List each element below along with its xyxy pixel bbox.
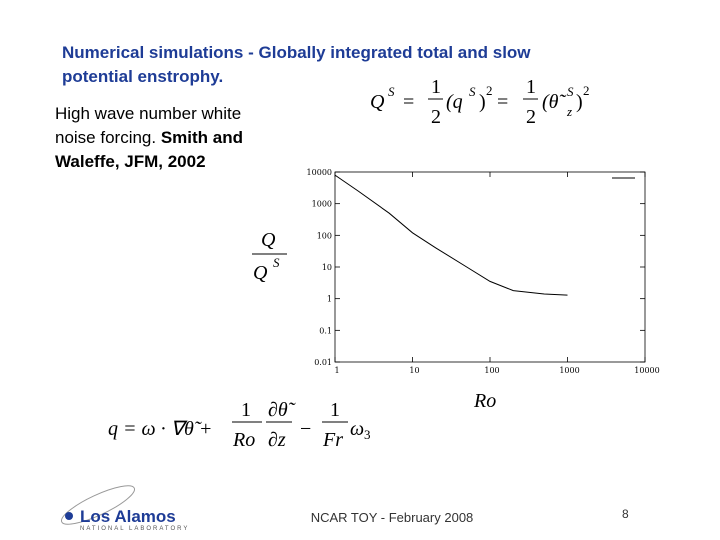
eq: S	[469, 84, 476, 99]
y-tick-label: 0.01	[314, 358, 332, 367]
y-tick-label: 1	[327, 295, 332, 304]
body-text: Smith and	[161, 128, 243, 147]
eq: 2	[431, 106, 441, 128]
eq: 1	[431, 76, 441, 98]
x-axis-label: Ro	[473, 390, 496, 412]
eq: =	[403, 91, 414, 113]
eq: Fr	[322, 429, 343, 451]
eq: Ro	[232, 429, 255, 451]
logo: Los Alamos NATIONAL LABORATORY	[61, 485, 189, 532]
y-axis-label: Q	[261, 229, 276, 251]
eq: 1	[526, 76, 536, 98]
footer: NCAR TOY - February 2008	[311, 510, 474, 525]
title: potential enstrophy.	[62, 67, 223, 86]
eq: −	[300, 418, 311, 440]
eq: 2	[583, 83, 590, 98]
eq: )	[479, 91, 486, 113]
body-text: noise forcing. Smith and	[55, 128, 243, 147]
logo-dot	[65, 512, 73, 520]
eq: =	[497, 91, 508, 113]
body-text: noise forcing.	[55, 128, 161, 147]
body-text: Waleffe, JFM, 2002	[55, 152, 206, 171]
eq: ∂z	[268, 429, 286, 451]
y-axis-label: S	[273, 255, 280, 270]
logo-text: NATIONAL LABORATORY	[80, 526, 189, 532]
data-line	[334, 174, 568, 296]
eq: 1	[241, 399, 251, 421]
page-number: 8	[622, 507, 629, 521]
y-tick-label: 0.1	[319, 326, 332, 335]
body-text: High wave number white	[55, 104, 241, 123]
y-tick-label: 10	[322, 263, 332, 272]
eq: Q	[370, 91, 385, 113]
x-tick-label: 10000	[634, 366, 659, 375]
x-tick-label: 100	[484, 366, 499, 375]
eq: 2	[526, 106, 536, 128]
eq: z	[566, 104, 572, 119]
x-tick-label: 1	[334, 366, 339, 375]
y-tick-label: 1000	[312, 200, 332, 209]
logo-text: Los Alamos	[80, 507, 176, 526]
logo-orbit	[61, 485, 135, 525]
y-tick-label: 10000	[307, 168, 332, 177]
eq: q = ω · ∇θ̃ +	[108, 418, 212, 440]
x-tick-label: 10	[409, 366, 419, 375]
eq: 2	[486, 83, 493, 98]
x-tick-label: 1000	[559, 366, 579, 375]
eq: 3	[364, 427, 371, 442]
eq: S	[388, 84, 395, 99]
eq: )	[576, 91, 583, 113]
y-axis-label: Q	[253, 262, 268, 284]
title: Numerical simulations - Globally integra…	[62, 43, 531, 62]
eq: S	[567, 84, 574, 99]
eq: 1	[330, 399, 340, 421]
eq: ω	[350, 418, 364, 440]
y-tick-label: 100	[317, 231, 332, 240]
eq: (q	[446, 91, 463, 113]
